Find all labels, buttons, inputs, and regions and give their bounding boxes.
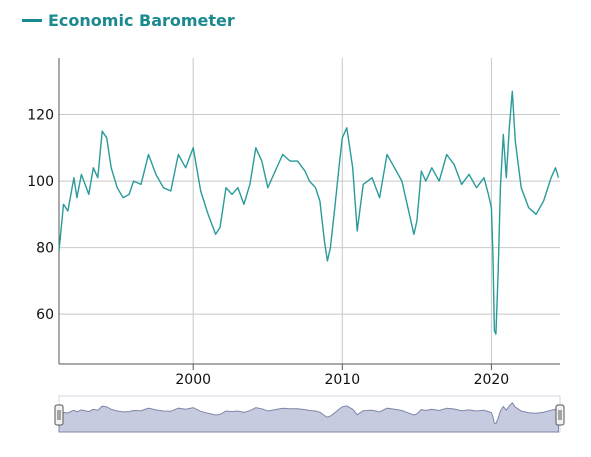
axes (58, 58, 560, 370)
tick-labels: 60 80 100 120 2000 2010 2020 (27, 108, 509, 388)
y-tick-label-100: 100 (27, 174, 54, 190)
navigator-right-handle[interactable] (555, 404, 565, 426)
navigator-left-handle[interactable] (54, 404, 64, 426)
y-tick-label-120: 120 (27, 108, 54, 124)
navigator[interactable] (54, 395, 565, 433)
x-tick-label-2010: 2010 (324, 372, 360, 388)
legend-line-swatch (22, 18, 42, 22)
y-tick-label-60: 60 (36, 307, 54, 323)
series-line-0 (58, 90, 560, 335)
navigator-area (58, 402, 559, 433)
legend[interactable]: Economic Barometer (22, 9, 235, 31)
x-tick-label-2020: 2020 (474, 372, 510, 388)
x-tick-label-2000: 2000 (175, 372, 211, 388)
grid (59, 58, 560, 364)
legend-label: Economic Barometer (48, 10, 235, 30)
y-tick-label-80: 80 (36, 241, 54, 257)
series-layer (58, 90, 560, 335)
